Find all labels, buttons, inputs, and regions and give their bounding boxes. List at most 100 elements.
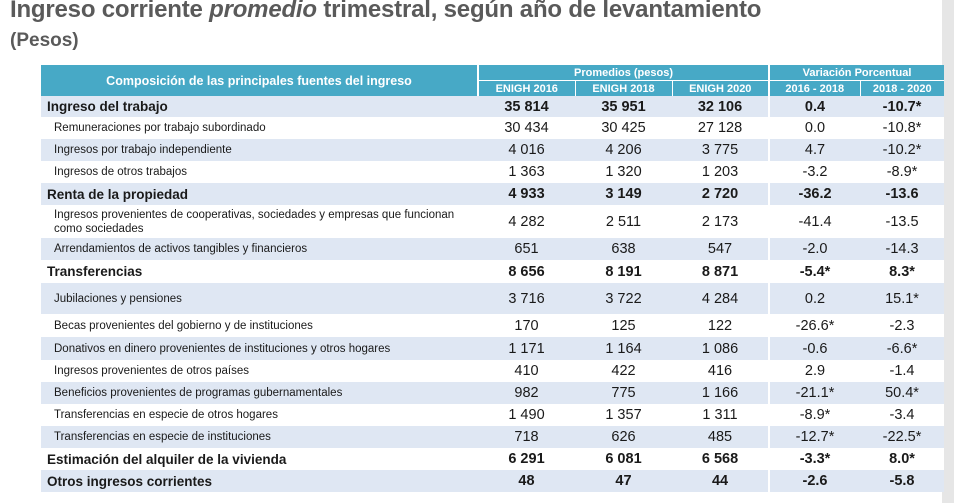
value-2018: 3 149	[575, 183, 672, 205]
table-row: Arrendamientos de activos tangibles y fi…	[41, 238, 945, 260]
variation-2016-2018: -3.3*	[768, 448, 861, 470]
value-2020: 547	[672, 238, 770, 260]
row-label: Ingresos de otros trabajos	[41, 161, 478, 183]
variation-2018-2020: -3.4	[860, 404, 945, 426]
page-subtitle: (Pesos)	[10, 30, 79, 51]
value-2020: 2 173	[672, 205, 770, 238]
row-label: Donativos en dinero provenientes de inst…	[41, 337, 478, 360]
table-row-category: Estimación del alquiler de la vivienda 6 …	[41, 448, 945, 470]
variation-2016-2018: 0.4	[768, 96, 861, 117]
table-row: Ingresos por trabajo independiente 4 016 4…	[41, 139, 945, 161]
table-row: Ingresos de otros trabajos 1 363 1 320 1 20…	[41, 161, 945, 183]
value-2018: 2 511	[575, 205, 672, 238]
value-2018: 1 320	[575, 161, 672, 183]
col-var-2018-2020: 2018 - 2020	[859, 80, 945, 96]
col-enigh-2018: ENIGH 2018	[574, 80, 672, 96]
row-label: Ingresos por trabajo independiente	[41, 139, 478, 161]
value-2016: 410	[478, 360, 575, 382]
variation-2018-2020: -8.9*	[860, 161, 945, 183]
value-2020: 8 871	[672, 260, 770, 283]
row-label: Ingresos provenientes de cooperativas, s…	[41, 205, 478, 238]
row-label: Renta de la propiedad	[41, 183, 478, 205]
variation-2018-2020: -1.4	[860, 360, 945, 382]
variation-2016-2018: -41.4	[768, 205, 861, 238]
col-enigh-2016: ENIGH 2016	[478, 80, 575, 96]
value-2020: 2 720	[672, 183, 770, 205]
value-2020: 416	[672, 360, 770, 382]
variation-2016-2018: -26.6*	[768, 314, 861, 337]
value-2016: 4 282	[478, 205, 575, 238]
table-row-category: Transferencias 8 656 8 191 8 871 -5.4* 8.3*	[41, 260, 945, 283]
value-2016: 4 016	[478, 139, 575, 161]
value-2020: 122	[672, 314, 770, 337]
row-label: Ingreso del trabajo	[41, 96, 478, 117]
value-2018: 47	[575, 470, 672, 492]
value-2016: 30 434	[478, 117, 575, 139]
value-2018: 422	[575, 360, 672, 382]
row-label: Remuneraciones por trabajo subordinado	[41, 117, 478, 139]
value-2016: 35 814	[478, 96, 575, 117]
variation-2016-2018: -3.2	[768, 161, 861, 183]
variation-2018-2020: 8.0*	[860, 448, 945, 470]
row-label: Transferencias	[41, 260, 478, 283]
row-label: Becas provenientes del gobierno y de ins…	[41, 314, 478, 337]
variation-2016-2018: 0.0	[768, 117, 861, 139]
table-row: Ingresos provenientes de otros países 410…	[41, 360, 945, 382]
variation-2018-2020: -10.7*	[860, 96, 945, 117]
value-2016: 982	[478, 382, 575, 404]
value-2016: 718	[478, 426, 575, 448]
income-table: Composición de las principales fuentes d…	[41, 65, 945, 492]
table-row-category: Otros ingresos corrientes 48 47 44 -2.6 -5.8	[41, 470, 945, 492]
variation-2016-2018: -0.6	[768, 337, 861, 360]
value-2016: 48	[478, 470, 575, 492]
value-2020: 1 086	[672, 337, 770, 360]
variation-2016-2018: -8.9*	[768, 404, 861, 426]
value-2020: 4 284	[672, 283, 770, 314]
variation-2018-2020: -2.3	[860, 314, 945, 337]
variation-2018-2020: -13.5	[860, 205, 945, 238]
value-2016: 4 933	[478, 183, 575, 205]
composition-header: Composición de las principales fuentes d…	[41, 65, 479, 96]
row-label: Estimación del alquiler de la vivienda	[41, 448, 478, 470]
value-2018: 3 722	[575, 283, 672, 314]
value-2016: 6 291	[478, 448, 575, 470]
variation-2016-2018: -21.1*	[768, 382, 861, 404]
value-2018: 4 206	[575, 139, 672, 161]
row-label: Beneficios provenientes de programas gub…	[41, 382, 478, 404]
title-emphasis: promedio	[209, 0, 317, 23]
table-row: Beneficios provenientes de programas gub…	[41, 382, 945, 404]
value-2020: 1 311	[672, 404, 770, 426]
table-row: Ingresos provenientes de cooperativas, s…	[41, 205, 945, 238]
value-2020: 1 166	[672, 382, 770, 404]
col-enigh-2020: ENIGH 2020	[671, 80, 770, 96]
value-2016: 1 171	[478, 337, 575, 360]
averages-group-header: Promedios (pesos)	[478, 65, 770, 81]
value-2016: 170	[478, 314, 575, 337]
variation-2018-2020: 50.4*	[860, 382, 945, 404]
row-label: Arrendamientos de activos tangibles y fi…	[41, 238, 478, 260]
variation-2018-2020: 15.1*	[860, 283, 945, 314]
value-2020: 1 203	[672, 161, 770, 183]
row-label: Transferencias en especie de institucion…	[41, 426, 478, 448]
row-label: Transferencias en especie de otros hogar…	[41, 404, 478, 426]
col-var-2016-2018: 2016 - 2018	[768, 80, 861, 96]
variation-2016-2018: 2.9	[768, 360, 861, 382]
value-2018: 125	[575, 314, 672, 337]
value-2020: 485	[672, 426, 770, 448]
table-row-category: Ingreso del trabajo 35 814 35 951 32 106 0.4…	[41, 96, 945, 117]
window-edge	[942, 0, 954, 503]
value-2016: 3 716	[478, 283, 575, 314]
variation-2016-2018: 0.2	[768, 283, 861, 314]
variation-2018-2020: -6.6*	[860, 337, 945, 360]
table-row-category: Renta de la propiedad 4 933 3 149 2 720 -36.…	[41, 183, 945, 205]
value-2016: 1 490	[478, 404, 575, 426]
value-2020: 32 106	[672, 96, 770, 117]
value-2018: 30 425	[575, 117, 672, 139]
title-part-2: trimestral, según año de levantamiento	[316, 0, 762, 23]
table-row: Jubilaciones y pensiones 3 716 3 722 4 284 0…	[41, 283, 945, 314]
variation-2016-2018: -2.0	[768, 238, 861, 260]
table-row: Donativos en dinero provenientes de inst…	[41, 337, 945, 360]
table-row: Transferencias en especie de otros hogar…	[41, 404, 945, 426]
value-2020: 3 775	[672, 139, 770, 161]
variation-2018-2020: -5.8	[860, 470, 945, 492]
